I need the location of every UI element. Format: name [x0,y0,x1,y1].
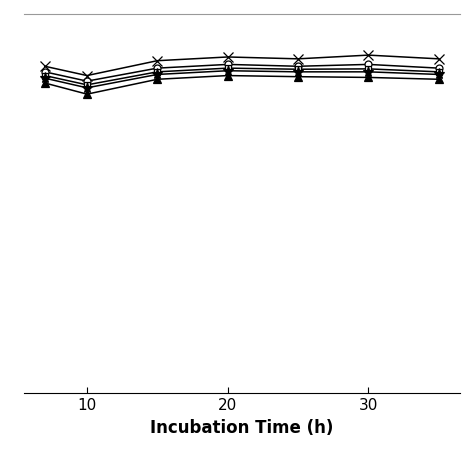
X-axis label: Incubation Time (h): Incubation Time (h) [150,419,333,437]
